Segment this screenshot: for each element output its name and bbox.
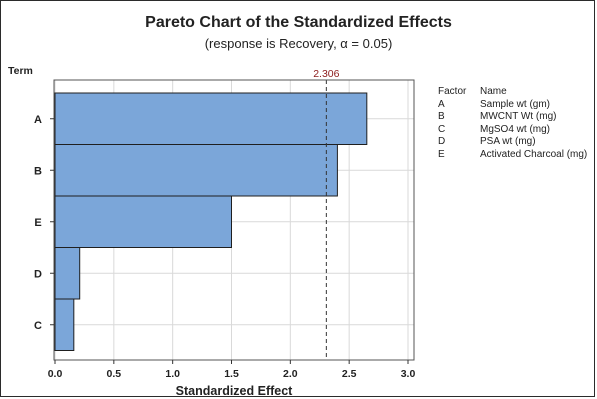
bar-D — [54, 247, 81, 300]
x-tick-label: 2.0 — [283, 368, 298, 380]
chart-title: Pareto Chart of the Standardized Effects — [145, 14, 452, 31]
legend-name: Sample wt (gm) — [480, 98, 551, 110]
y-axis-title: Term — [8, 65, 33, 77]
x-tick-label: 3.0 — [401, 368, 416, 380]
bar-E — [54, 195, 232, 248]
legend-name: Activated Charcoal (mg) — [480, 148, 588, 160]
reference-line-layer: 2.306 — [313, 68, 340, 360]
axis-layer: A B E D C 0.0 0.5 1.0 1.5 2.0 2.5 3.0 Standardized E… — [8, 65, 415, 398]
x-tick-label: 2.5 — [342, 368, 357, 380]
plot-area-border — [53, 79, 415, 361]
bar-B — [54, 144, 338, 197]
reference-line-label: 2.306 — [313, 68, 339, 80]
legend-name-column: Name Sample wt (gm) MWCNT Wt (mg) MgSO4 … — [480, 86, 587, 162]
y-tick-label: A — [34, 114, 42, 126]
legend-factor: B — [438, 111, 445, 123]
bar-C — [54, 298, 75, 351]
legend-factor: E — [438, 148, 445, 160]
legend-name: PSA wt (mg) — [480, 136, 536, 148]
x-axis-title: Standardized Effect — [176, 384, 294, 398]
y-tick-label: C — [34, 320, 42, 332]
y-tick-label: D — [34, 268, 42, 280]
legend-factor: D — [438, 136, 446, 148]
legend-factor: C — [438, 123, 446, 135]
x-tick-label: 1.5 — [224, 368, 239, 380]
legend-factor-header: Factor — [438, 86, 467, 97]
legend-name-header: Name — [480, 86, 507, 97]
chart-subtitle: (response is Recovery, α = 0.05) — [204, 36, 393, 51]
y-tick-label: E — [34, 217, 41, 229]
x-tick-label: 0.5 — [107, 368, 122, 380]
legend-factor-column: Factor A B C D E — [438, 86, 466, 162]
bar-layer — [54, 92, 368, 351]
legend-name: MWCNT Wt (mg) — [480, 111, 557, 123]
x-tick-label: 1.0 — [165, 368, 180, 380]
x-tick-label: 0.0 — [48, 368, 63, 380]
bar-A — [54, 92, 368, 145]
y-tick-label: B — [34, 165, 42, 177]
legend-name: MgSO4 wt (mg) — [480, 123, 551, 135]
legend-factor: A — [438, 98, 445, 110]
